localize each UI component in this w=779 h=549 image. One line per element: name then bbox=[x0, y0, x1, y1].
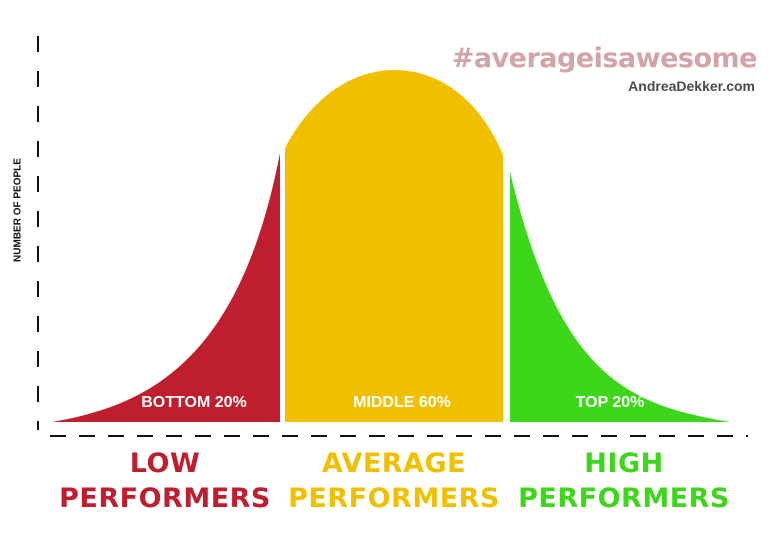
low-performers-area bbox=[52, 153, 280, 422]
low-title-line2: PERFORMERS bbox=[59, 483, 271, 514]
average-title-line2: PERFORMERS bbox=[288, 483, 500, 514]
middle-percent-label: MIDDLE 60% bbox=[353, 394, 451, 411]
high-title-line1: HIGH bbox=[584, 448, 664, 479]
y-axis-label: NUMBER OF PEOPLE bbox=[12, 158, 24, 262]
low-performers-title: LOW PERFORMERS bbox=[45, 446, 285, 516]
average-title-line1: AVERAGE bbox=[321, 448, 467, 479]
site-credit: AndreaDekker.com bbox=[628, 78, 755, 94]
high-performers-title: HIGH PERFORMERS bbox=[504, 446, 744, 516]
low-title-line1: LOW bbox=[129, 448, 201, 479]
average-performers-title: AVERAGE PERFORMERS bbox=[274, 446, 514, 516]
bottom-percent-label: BOTTOM 20% bbox=[141, 394, 247, 411]
top-percent-label: TOP 20% bbox=[575, 394, 645, 411]
average-performers-area bbox=[285, 70, 503, 422]
hashtag-title: #averageisawesome bbox=[451, 43, 758, 74]
high-performers-area bbox=[510, 172, 730, 422]
high-title-line2: PERFORMERS bbox=[518, 483, 730, 514]
